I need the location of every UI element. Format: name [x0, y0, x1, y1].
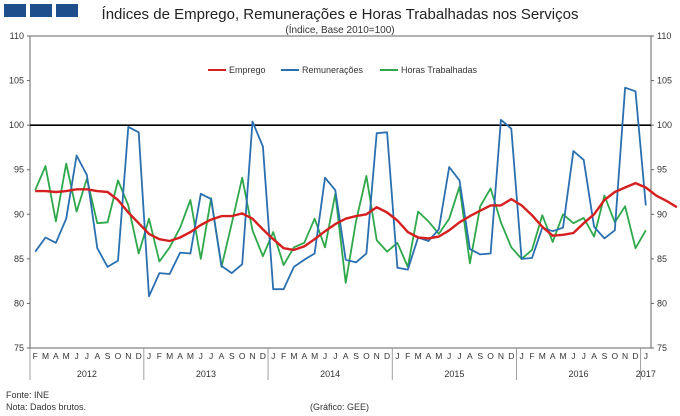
logo-block	[30, 4, 52, 17]
x-month-label: M	[539, 351, 546, 361]
y-tick-label-left: 100	[9, 120, 24, 130]
x-month-label: N	[249, 351, 255, 361]
chart-title: Índices de Emprego, Remunerações e Horas…	[101, 6, 579, 23]
x-month-label: J	[333, 351, 337, 361]
y-tick-label-right: 110	[657, 31, 671, 41]
x-month-label: F	[33, 351, 38, 361]
x-month-label: O	[487, 351, 494, 361]
x-month-label: M	[311, 351, 318, 361]
data-note: Nota: Dados brutos.	[6, 402, 87, 412]
x-month-label: O	[239, 351, 246, 361]
y-tick-label-left: 80	[14, 298, 24, 308]
x-month-label: A	[53, 351, 59, 361]
chart-subtitle: (Índice, Base 2010=100)	[285, 25, 395, 36]
x-month-label: J	[147, 351, 151, 361]
x-month-label: N	[125, 351, 131, 361]
x-month-label: J	[209, 351, 213, 361]
x-month-label: D	[260, 351, 266, 361]
x-month-label: J	[395, 351, 399, 361]
chart-credit: (Gráfico: GEE)	[310, 402, 370, 412]
x-month-label: O	[611, 351, 618, 361]
x-month-label: J	[571, 351, 575, 361]
y-tick-label-right: 90	[657, 209, 667, 219]
y-tick-label-left: 110	[10, 31, 24, 41]
x-month-label: J	[520, 351, 524, 361]
x-month-label: A	[219, 351, 225, 361]
x-month-label: M	[415, 351, 422, 361]
x-month-label: J	[74, 351, 78, 361]
y-tick-label-right: 95	[657, 165, 667, 175]
x-month-label: O	[363, 351, 370, 361]
x-month-label: O	[115, 351, 122, 361]
x-month-label: A	[343, 351, 349, 361]
x-month-label: F	[405, 351, 410, 361]
x-month-label: M	[187, 351, 194, 361]
ine-logo	[4, 4, 78, 17]
x-month-label: F	[529, 351, 534, 361]
x-month-label: M	[290, 351, 297, 361]
x-month-label: J	[644, 351, 648, 361]
logo-block	[56, 4, 78, 17]
x-month-label: A	[591, 351, 597, 361]
x-month-label: M	[559, 351, 566, 361]
series-line-remuneracoes	[34, 86, 647, 298]
x-month-label: D	[632, 351, 638, 361]
x-month-label: A	[550, 351, 556, 361]
x-month-label: J	[271, 351, 275, 361]
y-tick-label-right: 85	[657, 254, 667, 264]
legend-label-remuneracoes: Remunerações	[302, 65, 364, 75]
y-tick-label-right: 105	[657, 76, 672, 86]
x-month-label: J	[582, 351, 586, 361]
legend-label-horas: Horas Trabalhadas	[401, 65, 478, 75]
x-month-label: F	[157, 351, 162, 361]
x-year-label: 2017	[636, 369, 656, 379]
x-month-label: J	[447, 351, 451, 361]
logo-block	[4, 4, 26, 17]
x-month-label: N	[498, 351, 504, 361]
x-month-label: J	[199, 351, 203, 361]
x-month-label: S	[353, 351, 359, 361]
x-month-label: S	[477, 351, 483, 361]
x-month-label: A	[301, 351, 307, 361]
x-month-label: J	[457, 351, 461, 361]
x-year-label: 2014	[320, 369, 340, 379]
x-month-label: J	[323, 351, 327, 361]
x-month-label: S	[105, 351, 111, 361]
x-month-label: M	[435, 351, 442, 361]
x-month-label: D	[136, 351, 142, 361]
x-month-label: D	[384, 351, 390, 361]
x-month-label: A	[177, 351, 183, 361]
x-year-label: 2013	[196, 369, 216, 379]
y-tick-label-left: 90	[14, 209, 24, 219]
x-month-label: J	[85, 351, 89, 361]
y-tick-label-right: 80	[657, 298, 667, 308]
x-month-label: F	[281, 351, 286, 361]
x-month-label: S	[229, 351, 235, 361]
x-month-label: S	[602, 351, 608, 361]
y-tick-label-right: 75	[657, 343, 667, 353]
x-year-label: 2015	[444, 369, 464, 379]
x-month-label: D	[508, 351, 514, 361]
x-year-label: 2016	[569, 369, 589, 379]
x-month-label: A	[94, 351, 100, 361]
y-tick-label-left: 105	[9, 76, 24, 86]
y-tick-label-left: 85	[14, 254, 24, 264]
y-tick-label-left: 75	[14, 343, 24, 353]
x-month-label: M	[63, 351, 70, 361]
source-note: Fonte: INE	[6, 390, 50, 400]
series-line-emprego	[35, 181, 678, 252]
x-month-label: A	[467, 351, 473, 361]
legend-label-emprego: Emprego	[229, 65, 266, 75]
x-month-label: M	[166, 351, 173, 361]
x-month-label: A	[426, 351, 432, 361]
y-tick-label-left: 95	[14, 165, 24, 175]
x-month-label: N	[374, 351, 380, 361]
series-line-horas	[34, 162, 647, 284]
y-tick-label-right: 100	[657, 120, 672, 130]
x-year-label: 2012	[77, 369, 97, 379]
x-month-label: N	[622, 351, 628, 361]
x-month-label: M	[42, 351, 49, 361]
